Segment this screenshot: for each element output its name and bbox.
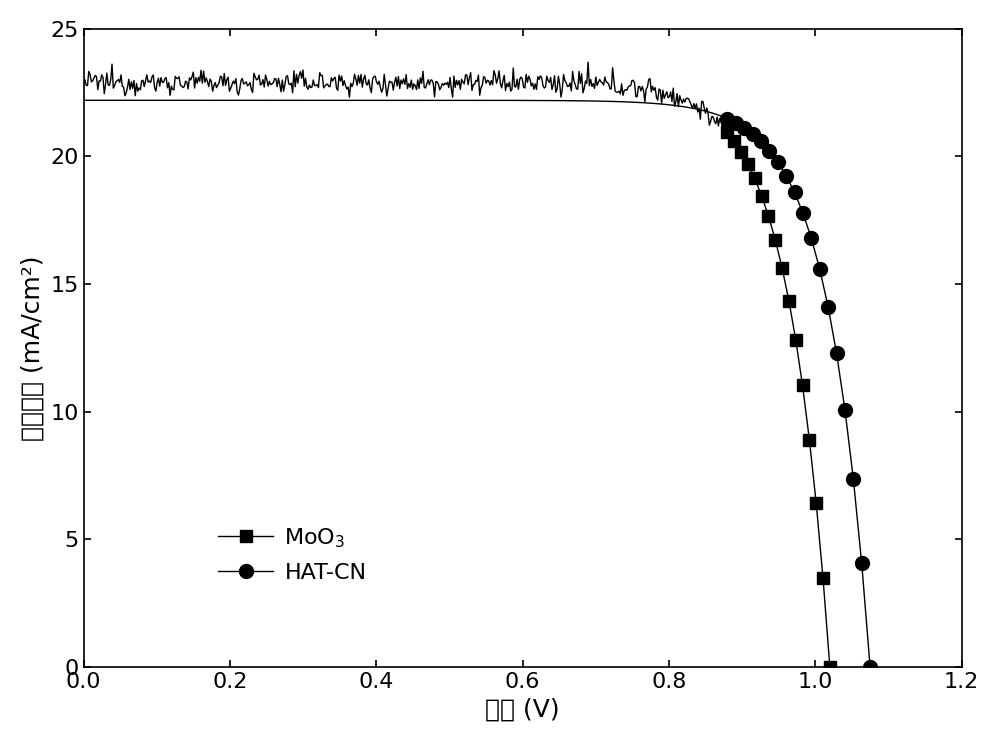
MoO$_3$ (810, 499, 822, 508)
MoO$_3$ (783, 296, 795, 305)
HAT-CN (797, 209, 809, 217)
HAT-CN (747, 129, 759, 138)
Legend: MoO$_3$, HAT-CN: MoO$_3$, HAT-CN (209, 517, 375, 592)
Line: HAT-CN: HAT-CN (720, 112, 877, 674)
MoO$_3$ (817, 574, 829, 582)
HAT-CN (805, 234, 817, 243)
HAT-CN (822, 303, 834, 312)
HAT-CN (763, 146, 775, 155)
HAT-CN (755, 137, 767, 146)
HAT-CN (738, 123, 750, 132)
HAT-CN (772, 157, 784, 166)
MoO$_3$ (769, 235, 781, 244)
MoO$_3$ (824, 663, 836, 672)
MoO$_3$ (790, 335, 802, 344)
Line: MoO$_3$: MoO$_3$ (721, 126, 836, 673)
HAT-CN (721, 114, 733, 123)
HAT-CN (730, 118, 742, 127)
MoO$_3$ (721, 128, 733, 137)
HAT-CN (814, 265, 826, 274)
MoO$_3$ (776, 263, 788, 272)
MoO$_3$ (749, 174, 761, 183)
MoO$_3$ (742, 160, 754, 168)
MoO$_3$ (762, 211, 774, 220)
MoO$_3$ (756, 191, 768, 200)
MoO$_3$ (797, 381, 809, 390)
HAT-CN (856, 559, 868, 568)
HAT-CN (847, 474, 859, 483)
HAT-CN (864, 663, 876, 672)
HAT-CN (839, 405, 851, 414)
MoO$_3$ (803, 435, 815, 444)
Y-axis label: 电流密度 (mA/cm²): 电流密度 (mA/cm²) (21, 255, 45, 441)
HAT-CN (789, 188, 801, 197)
HAT-CN (831, 349, 843, 358)
MoO$_3$ (735, 147, 747, 156)
MoO$_3$ (728, 137, 740, 145)
HAT-CN (780, 171, 792, 180)
X-axis label: 电压 (V): 电压 (V) (485, 697, 560, 721)
